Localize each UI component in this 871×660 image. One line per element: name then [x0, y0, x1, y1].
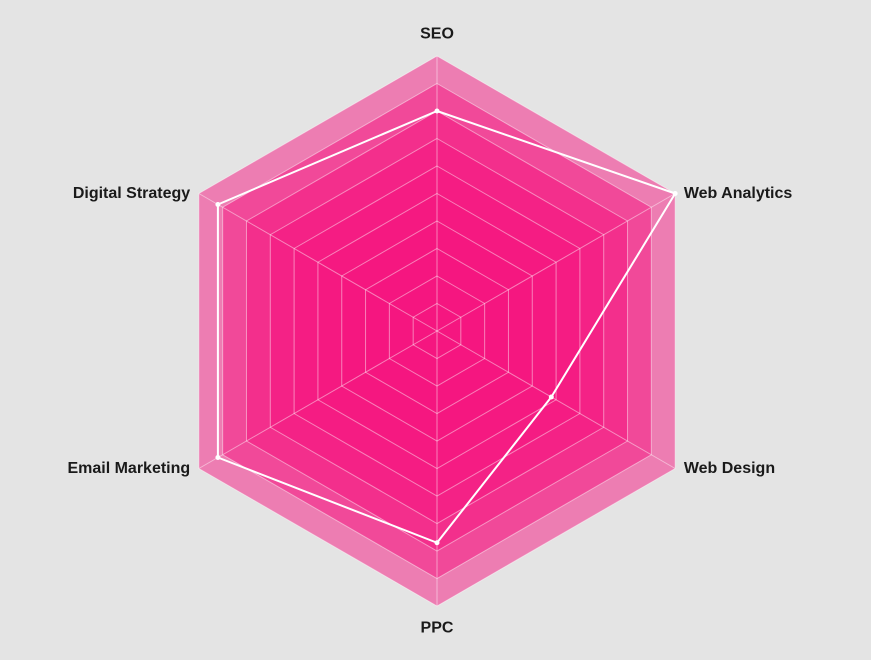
radar-grid-level-1	[412, 302, 462, 360]
radar-spoke-web-analytics	[436, 193, 676, 332]
radar-grid	[198, 55, 676, 607]
radar-axis-label-digital-strategy: Digital Strategy	[73, 185, 190, 202]
radar-point-ppc	[434, 540, 440, 546]
radar-spoke-digital-strategy	[198, 193, 438, 332]
radar-axes	[198, 56, 676, 606]
radar-axis-label-ppc: PPC	[421, 620, 454, 637]
radar-spoke-web-design	[436, 330, 676, 469]
radar-point-seo	[434, 108, 440, 114]
radar-series	[215, 108, 678, 546]
radar-axis-label-email-marketing: Email Marketing	[67, 460, 190, 477]
radar-axis-label-web-analytics: Web Analytics	[684, 185, 793, 202]
radar-point-email-marketing	[215, 455, 221, 460]
radar-axis-labels: SEO Web Analytics Web Design PPC Email Marke…	[67, 26, 792, 637]
radar-spoke-email-marketing	[198, 330, 438, 469]
radar-axis-label-seo: SEO	[420, 26, 454, 43]
radar-point-digital-strategy	[215, 202, 221, 207]
radar-point-web-analytics	[672, 191, 678, 196]
radar-axis-label-web-design: Web Design	[684, 460, 775, 477]
radar-point-web-design	[548, 394, 554, 400]
